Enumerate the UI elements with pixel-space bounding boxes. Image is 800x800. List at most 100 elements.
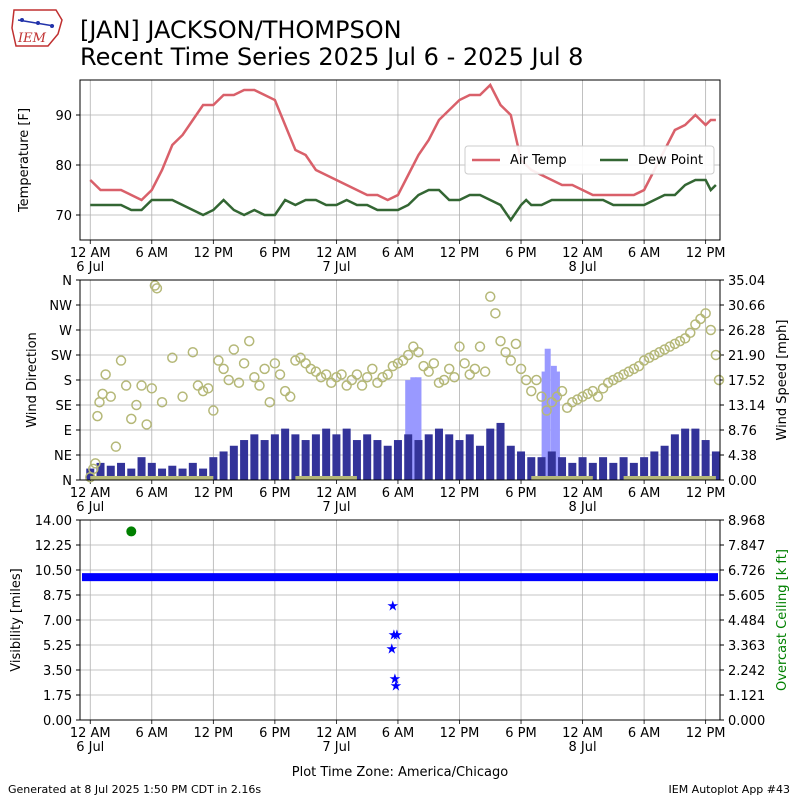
x-tick-label: 6 AM bbox=[628, 726, 661, 741]
x-tick-label: 6 AM bbox=[136, 246, 169, 261]
plot-frame bbox=[79, 519, 721, 721]
speed-bar bbox=[219, 451, 228, 480]
wind-direction-point bbox=[259, 363, 270, 375]
wind-direction-point bbox=[664, 341, 675, 352]
wind-direction-point bbox=[438, 374, 450, 386]
y-axis-label: Temperature [F] bbox=[17, 108, 32, 213]
wind-direction-point bbox=[382, 369, 393, 380]
x-tick-label: 12 AM bbox=[316, 246, 357, 261]
gust-bar bbox=[541, 371, 548, 480]
x-tick-date: 6 Jul bbox=[76, 500, 104, 515]
wind-direction-point bbox=[408, 341, 419, 352]
app-label: IEM Autoplot App #43 bbox=[668, 783, 791, 796]
speed-bar bbox=[137, 457, 146, 480]
x-tick-label: 6 AM bbox=[136, 486, 169, 501]
wind-direction-point bbox=[443, 363, 455, 375]
x-tick-label: 6 AM bbox=[382, 486, 415, 501]
overcast-ceiling-point bbox=[126, 526, 137, 537]
wind-direction-point bbox=[269, 358, 281, 369]
legend-label-dew-point: Dew Point bbox=[638, 153, 703, 168]
speed-bar bbox=[640, 457, 649, 480]
wind-direction-point bbox=[156, 396, 168, 408]
y-axis-label: Visibility [miles] bbox=[9, 568, 24, 671]
wind-direction-point bbox=[597, 383, 609, 394]
wind-direction-point bbox=[690, 319, 701, 330]
wind-direction-point bbox=[238, 358, 250, 369]
wind-direction-point bbox=[146, 383, 158, 394]
chart-subtitle: Recent Time Series 2025 Jul 6 - 2025 Jul… bbox=[80, 43, 584, 71]
iem-logo: IEM bbox=[11, 9, 63, 47]
wind-direction-point bbox=[695, 313, 706, 325]
wind-direction-point bbox=[300, 358, 311, 369]
wind-direction-point bbox=[167, 352, 178, 364]
speed-bar bbox=[158, 468, 167, 480]
wind-direction-point bbox=[705, 324, 717, 336]
wind-direction-point bbox=[659, 344, 670, 355]
wind-direction-point bbox=[274, 369, 286, 380]
x-tick-label: 6 AM bbox=[382, 246, 415, 261]
wind-direction-point bbox=[505, 355, 517, 366]
wind-direction-point bbox=[105, 391, 117, 402]
wind-direction-point bbox=[351, 369, 363, 380]
wind-direction-point bbox=[141, 419, 152, 430]
speed-bar bbox=[547, 451, 556, 480]
wind-direction-point bbox=[254, 380, 265, 391]
wind-direction-point bbox=[490, 308, 501, 319]
wind-direction-point bbox=[474, 341, 486, 352]
y-tick-label: S bbox=[64, 374, 72, 389]
wind-direction-point bbox=[700, 308, 711, 319]
wind-direction-point bbox=[218, 363, 229, 375]
legend-box bbox=[464, 145, 715, 175]
speed-bar bbox=[568, 462, 577, 480]
speed-bar bbox=[527, 457, 536, 480]
wind-direction-point bbox=[674, 335, 686, 347]
visibility-series bbox=[82, 573, 718, 582]
right-tick-label: 4.38 bbox=[728, 449, 757, 464]
y-axis-label: Wind Direction bbox=[25, 332, 40, 428]
speed-bar bbox=[701, 440, 710, 480]
y-tick-label: 7.00 bbox=[43, 614, 72, 629]
wind-direction-point bbox=[526, 385, 537, 397]
right-tick-label: 7.847 bbox=[728, 539, 765, 554]
x-tick-label: 6 PM bbox=[259, 486, 290, 501]
wind-direction-point bbox=[520, 374, 532, 386]
x-tick-label: 12 AM bbox=[562, 486, 603, 501]
wind-direction-point bbox=[187, 346, 199, 358]
series-line-dew-point bbox=[90, 178, 717, 223]
y-tick-label: SE bbox=[56, 399, 72, 414]
wind-direction-point bbox=[459, 358, 470, 369]
gust-bar bbox=[415, 377, 422, 480]
wind-direction-point bbox=[90, 458, 101, 469]
speed-bar bbox=[496, 422, 505, 480]
wind-direction-point bbox=[638, 355, 650, 366]
speed-bar bbox=[445, 434, 454, 480]
wind-direction-point bbox=[654, 346, 665, 358]
speed-bar bbox=[96, 462, 105, 480]
speed-bar bbox=[229, 445, 238, 480]
wind-direction-point bbox=[592, 391, 604, 402]
x-tick-label: 6 AM bbox=[382, 726, 415, 741]
speed-bar bbox=[681, 428, 690, 480]
x-tick-label: 12 AM bbox=[316, 486, 357, 501]
chart-title: [JAN] JACKSON/THOMPSON bbox=[80, 16, 402, 44]
x-tick-label: 6 PM bbox=[505, 246, 536, 261]
wind-direction-point bbox=[233, 377, 245, 389]
wind-direction-point bbox=[469, 363, 481, 375]
visibility-point: ★ bbox=[389, 672, 402, 688]
wind-direction-point bbox=[577, 391, 588, 402]
y-tick-label: 70 bbox=[55, 209, 72, 224]
wind-direction-point bbox=[367, 363, 378, 375]
y-tick-label: N bbox=[62, 474, 72, 489]
wind-direction-point bbox=[449, 371, 460, 383]
right-tick-label: 1.121 bbox=[728, 689, 765, 704]
y-tick-label: 90 bbox=[55, 109, 72, 124]
wind-direction-point bbox=[88, 463, 99, 475]
x-tick-label: 6 AM bbox=[628, 246, 661, 261]
speed-bar bbox=[558, 457, 567, 480]
speed-bar bbox=[117, 462, 126, 480]
x-tick-label: 12 AM bbox=[562, 726, 603, 741]
wind-direction-point bbox=[413, 346, 424, 358]
x-tick-label: 12 PM bbox=[440, 246, 480, 261]
x-tick-label: 12 AM bbox=[70, 486, 111, 501]
